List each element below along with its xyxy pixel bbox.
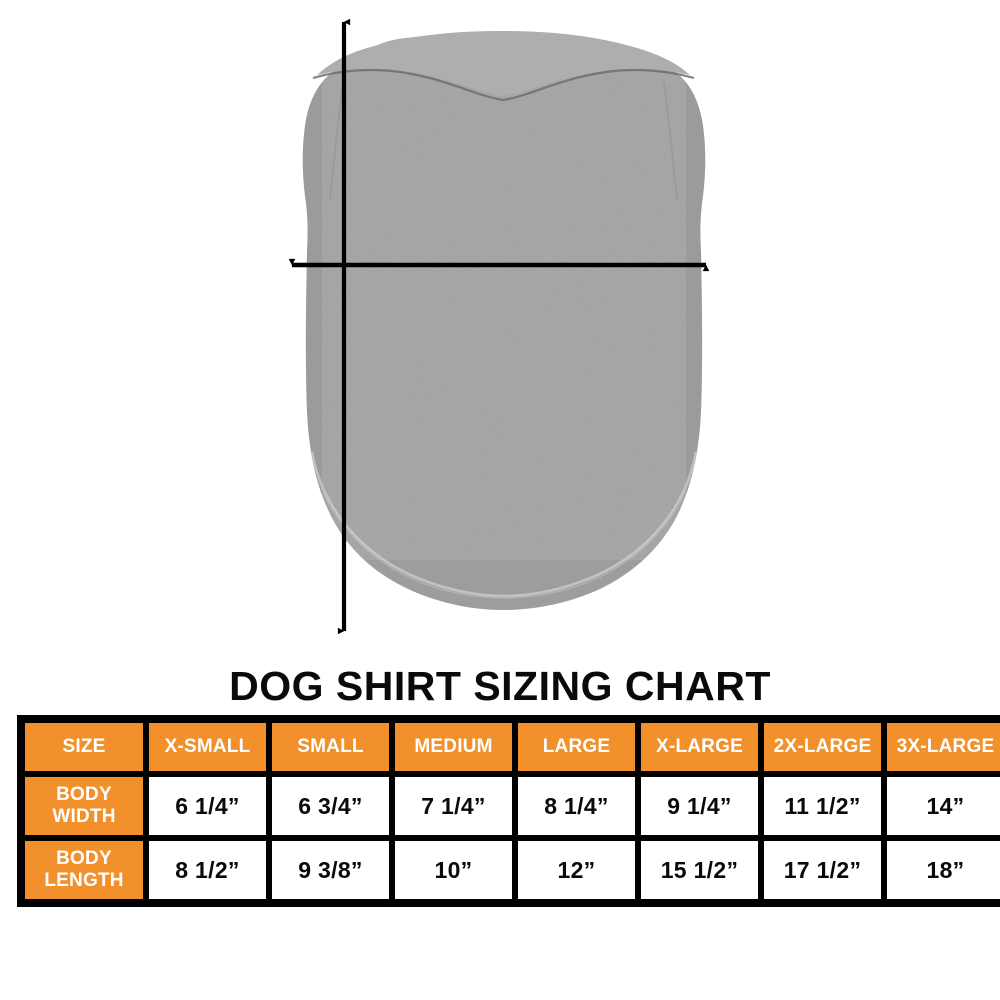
bottom-hem-seam-inner	[315, 469, 693, 599]
cell-body-width-3x-large-value: 14”	[887, 777, 1000, 835]
cell-body-length-small: 9 3/8”	[269, 838, 392, 902]
column-header-small-label: SMALL	[272, 723, 389, 771]
cell-body-width-large-value: 8 1/4”	[518, 777, 635, 835]
cell-body-length-3x-large: 18”	[884, 838, 1000, 902]
right-shoulder-seam	[663, 81, 678, 201]
cell-body-length-3x-large-value: 18”	[887, 841, 1000, 899]
cell-body-length-large-value: 12”	[518, 841, 635, 899]
column-header-large-label: LARGE	[518, 723, 635, 771]
cell-body-width-small: 6 3/4”	[269, 774, 392, 838]
dog-shirt-illustration	[258, 18, 752, 635]
shirt-fabric	[258, 31, 752, 611]
right-armhole	[703, 96, 752, 262]
cell-body-width-x-large-value: 9 1/4”	[641, 777, 758, 835]
row-header-body-length: BODY LENGTH	[22, 838, 146, 902]
table-row-body-width: BODY WIDTH 6 1/4” 6 3/4” 7 1/4” 8 1/4” 9…	[22, 774, 1000, 838]
row-header-body-length-line1: BODY	[56, 848, 112, 869]
row-header-body-width-box: BODY WIDTH	[25, 777, 143, 835]
cell-body-width-medium: 7 1/4”	[392, 774, 515, 838]
column-header-3x-large-label: 3X-LARGE	[887, 723, 1000, 771]
cell-body-length-large: 12”	[515, 838, 638, 902]
cell-body-length-x-small: 8 1/2”	[146, 838, 269, 902]
row-header-body-length-box: BODY LENGTH	[25, 841, 143, 899]
column-header-size-label: SIZE	[25, 723, 143, 771]
cell-body-width-x-small-value: 6 1/4”	[149, 777, 266, 835]
column-header-2x-large: 2X-LARGE	[761, 720, 884, 774]
column-header-size: SIZE	[22, 720, 146, 774]
cell-body-length-x-small-value: 8 1/2”	[149, 841, 266, 899]
table-row-body-length: BODY LENGTH 8 1/2” 9 3/8” 10” 12” 15 1/2…	[22, 838, 1000, 902]
row-header-body-width: BODY WIDTH	[22, 774, 146, 838]
row-header-body-width-line1: BODY	[56, 784, 112, 805]
column-header-3x-large: 3X-LARGE	[884, 720, 1000, 774]
measurement-arrows	[288, 18, 710, 635]
cell-body-length-x-large-value: 15 1/2”	[641, 841, 758, 899]
column-header-small: SMALL	[269, 720, 392, 774]
cell-body-length-x-large: 15 1/2”	[638, 838, 761, 902]
column-header-large: LARGE	[515, 720, 638, 774]
dog-shirt-sizing-table: SIZE X-SMALL SMALL MEDIUM LARGE X-LARGE …	[17, 715, 1000, 907]
column-header-2x-large-label: 2X-LARGE	[764, 723, 881, 771]
cell-body-width-x-large: 9 1/4”	[638, 774, 761, 838]
row-header-body-length-line2: LENGTH	[44, 870, 124, 891]
cell-body-width-small-value: 6 3/4”	[272, 777, 389, 835]
cell-body-length-2x-large-value: 17 1/2”	[764, 841, 881, 899]
collar-seam	[312, 68, 695, 102]
collar-band	[317, 31, 690, 96]
column-header-medium: MEDIUM	[392, 720, 515, 774]
column-header-x-large-label: X-LARGE	[641, 723, 758, 771]
table-header-row: SIZE X-SMALL SMALL MEDIUM LARGE X-LARGE …	[22, 720, 1000, 774]
product-figure	[258, 18, 752, 635]
cell-body-length-medium-value: 10”	[395, 841, 512, 899]
cell-body-length-medium: 10”	[392, 838, 515, 902]
column-header-x-small: X-SMALL	[146, 720, 269, 774]
column-header-medium-label: MEDIUM	[395, 723, 512, 771]
cell-body-length-2x-large: 17 1/2”	[761, 838, 884, 902]
page-title: DOG SHIRT SIZING CHART	[229, 663, 771, 709]
row-header-body-width-line2: WIDTH	[52, 806, 116, 827]
cell-body-width-x-small: 6 1/4”	[146, 774, 269, 838]
cell-body-width-2x-large: 11 1/2”	[761, 774, 884, 838]
bottom-hem-seam	[310, 451, 698, 598]
cell-body-width-2x-large-value: 11 1/2”	[764, 777, 881, 835]
column-header-x-large: X-LARGE	[638, 720, 761, 774]
cell-body-width-medium-value: 7 1/4”	[395, 777, 512, 835]
left-armhole	[258, 96, 305, 262]
column-header-x-small-label: X-SMALL	[149, 723, 266, 771]
cell-body-width-3x-large: 14”	[884, 774, 1000, 838]
cell-body-width-large: 8 1/4”	[515, 774, 638, 838]
cell-body-length-small-value: 9 3/8”	[272, 841, 389, 899]
